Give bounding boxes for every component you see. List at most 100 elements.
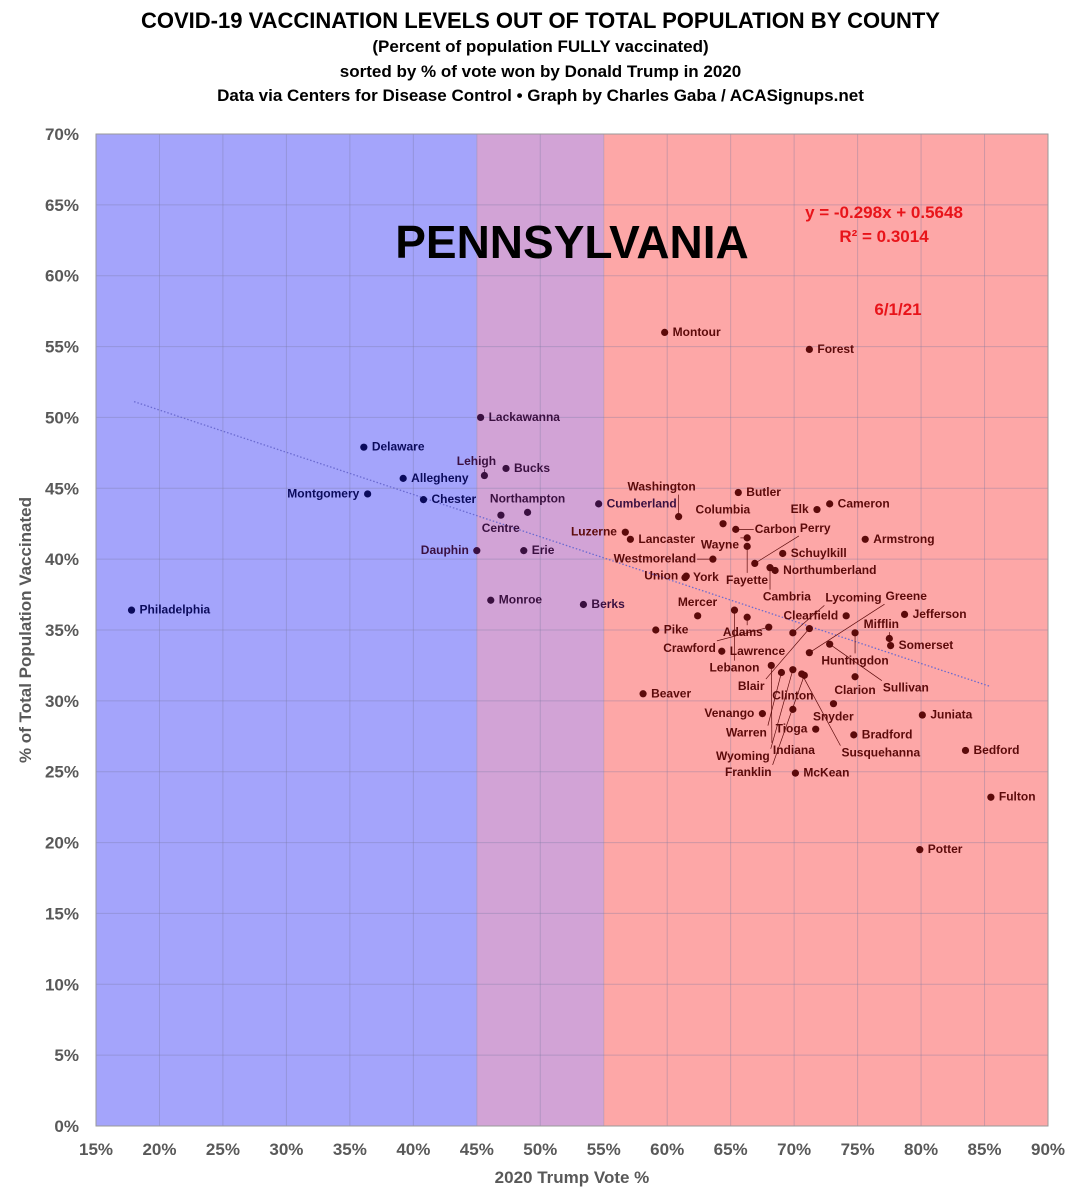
data-point [829,700,838,708]
data-point [487,596,495,604]
leader-line [809,603,885,653]
data-point [918,711,926,719]
data-label: Washington [628,480,696,494]
data-point [743,534,751,542]
data-label: Greene [886,589,928,603]
data-label: Lancaster [638,532,695,546]
data-label: Luzerne [571,525,617,539]
x-tick-label: 60% [650,1140,684,1159]
data-point [851,673,859,681]
y-tick-label: 10% [45,975,79,994]
data-label: Mifflin [864,617,899,631]
y-tick-label: 45% [45,479,79,498]
data-point [861,535,869,543]
data-label: Clarion [834,683,875,697]
data-label: Huntingdon [821,653,888,667]
data-label: Jefferson [913,607,967,621]
data-label: Elk [791,502,809,516]
data-point [639,690,647,698]
data-point [743,613,751,621]
data-point [477,413,485,422]
leader-line [772,675,805,765]
data-label: Lehigh [457,454,496,468]
data-label: Potter [928,842,963,856]
data-label: Union [644,569,678,583]
data-point [826,640,834,648]
leader-line [754,535,800,564]
data-label: Fayette [726,573,768,587]
data-point [805,345,813,354]
data-point [523,508,532,516]
data-point [916,846,924,854]
leader-line [829,643,883,681]
data-point [771,566,779,575]
chart-title: COVID-19 VACCINATION LEVELS OUT OF TOTAL… [141,8,940,33]
data-label: Montgomery [287,486,359,500]
data-label: Snyder [813,710,854,724]
data-label: Armstrong [873,532,934,546]
x-tick-label: 20% [142,1140,176,1159]
data-point [767,661,775,670]
x-tick-label: 50% [523,1140,557,1159]
y-tick-label: 65% [45,196,79,215]
data-label: Columbia [696,503,751,517]
data-point [364,490,372,498]
y-tick-label: 5% [54,1046,79,1065]
data-point [900,610,909,619]
x-tick-label: 55% [587,1140,621,1159]
y-tick-label: 35% [45,621,79,640]
data-label: Schuylkill [791,546,847,560]
x-tick-label: 90% [1031,1140,1065,1159]
data-point [682,572,690,580]
data-label: Perry [800,521,831,535]
data-label: Clinton [772,688,813,702]
leader-line [767,672,782,726]
y-axis-label: % of Total Population Vaccinated [16,497,35,763]
data-label: Cameron [838,496,890,510]
data-label: Erie [532,543,555,557]
data-label: Bucks [514,461,550,475]
data-label: Cumberland [607,496,677,510]
data-label: Dauphin [421,543,469,557]
data-label: Cambria [763,590,811,604]
data-point [789,705,797,713]
leader-line [716,626,769,642]
trendline-equation: y = -0.298x + 0.5648 [805,203,963,222]
y-tick-label: 30% [45,692,79,711]
data-point [812,725,820,733]
x-tick-label: 85% [968,1140,1002,1159]
band-purple [476,134,604,1126]
data-point [800,671,808,679]
data-point [777,668,786,677]
data-point [850,731,858,739]
data-label: Wayne [701,538,740,552]
data-point [805,624,813,633]
leader-line [765,628,810,680]
data-point [826,500,834,508]
data-label: Centre [482,521,520,535]
x-tick-label: 15% [79,1140,113,1159]
data-label: Crawford [663,641,716,655]
data-label: Franklin [725,765,772,779]
leader-line [792,605,825,634]
data-label: Tioga [776,722,808,736]
x-tick-label: 65% [714,1140,748,1159]
data-label: Susquehanna [841,746,920,760]
data-label: Berks [591,597,625,611]
data-point [675,513,683,521]
data-label: Warren [726,726,767,740]
y-tick-label: 60% [45,267,79,286]
data-point [595,500,603,508]
data-point [709,555,717,563]
data-label: Adams [723,625,763,639]
data-point [851,629,859,637]
x-tick-label: 45% [460,1140,494,1159]
plot-border [95,133,1049,1127]
data-point [718,647,726,655]
data-point [621,528,629,536]
data-point [732,525,740,533]
data-point [480,471,489,480]
data-label: McKean [803,766,849,780]
